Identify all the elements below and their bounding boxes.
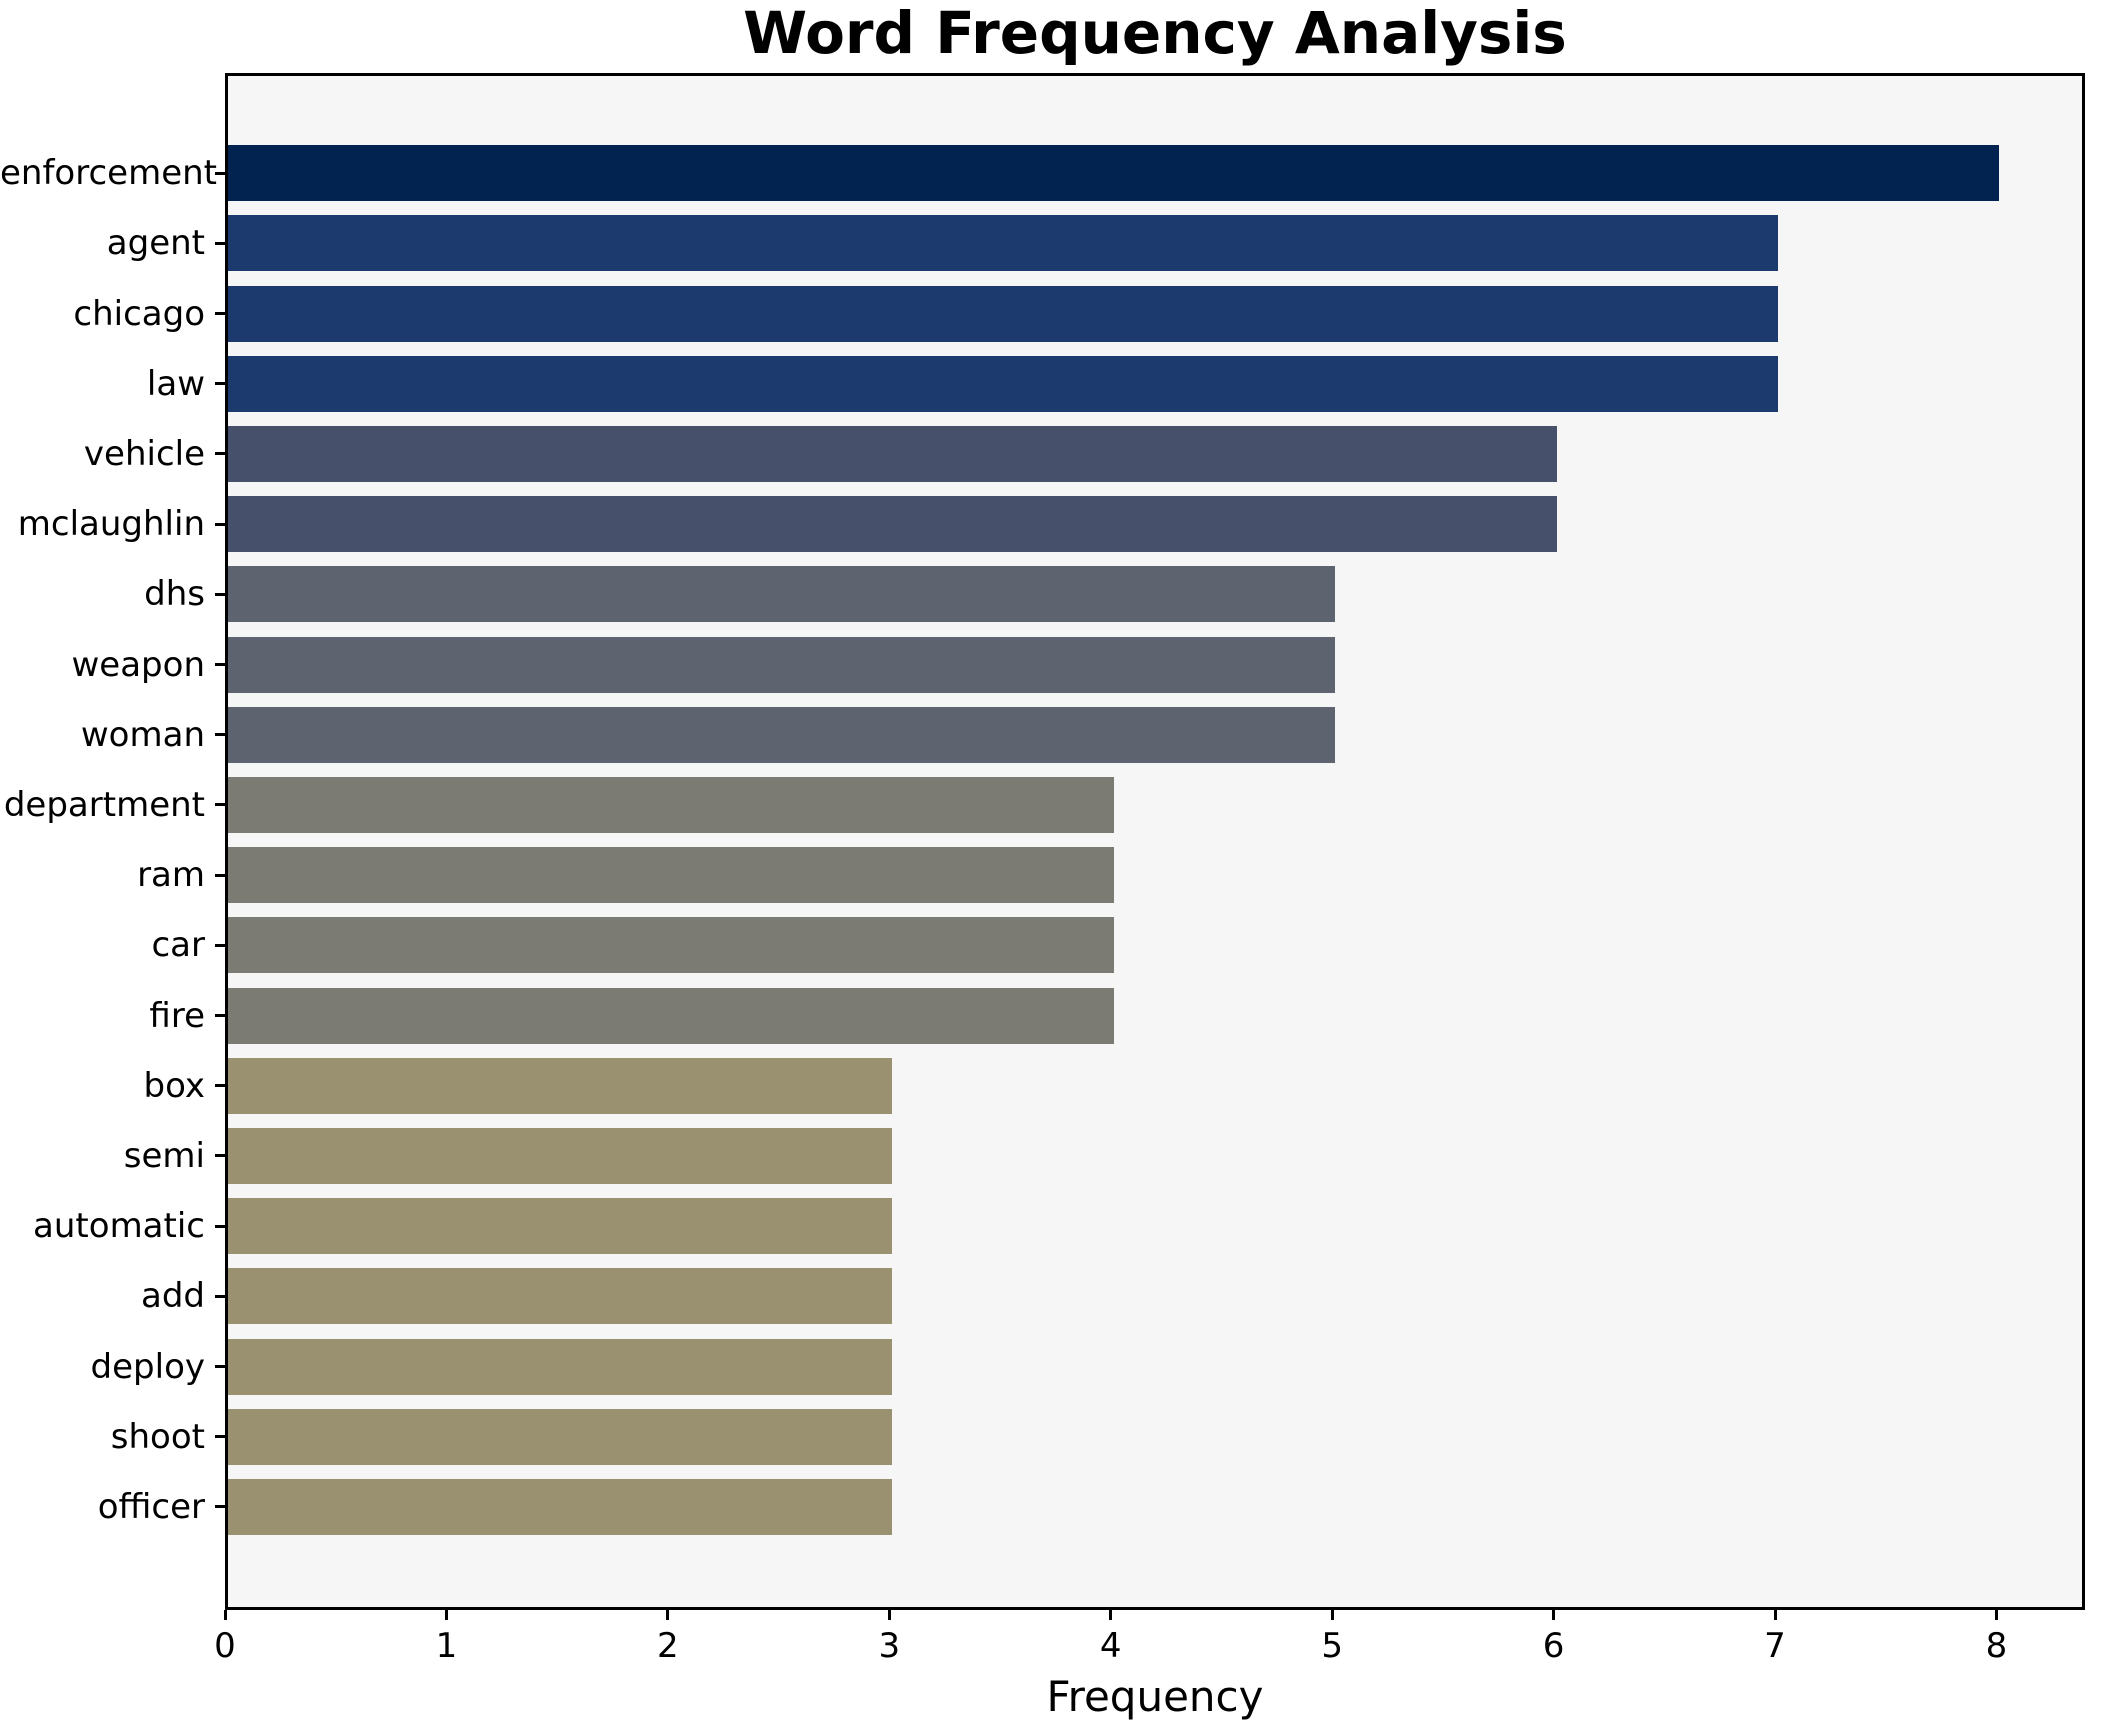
x-tick-mark [1109, 1610, 1113, 1620]
y-tick-mark [215, 1154, 225, 1158]
y-tick-mark [215, 1435, 225, 1439]
y-tick-mark [215, 452, 225, 456]
y-tick-label: law [146, 363, 205, 404]
y-tick-mark [215, 382, 225, 386]
y-tick-mark [215, 1294, 225, 1298]
y-tick-label: deploy [90, 1346, 205, 1387]
bar [228, 1057, 893, 1114]
y-tick-label: ram [137, 855, 205, 896]
y-tick-label: add [141, 1276, 205, 1317]
x-tick-mark [1994, 1610, 1998, 1620]
y-tick-label: shoot [110, 1416, 205, 1457]
bar [228, 847, 1114, 904]
x-tick-mark [666, 1610, 670, 1620]
bar [228, 636, 1336, 693]
bar [228, 355, 1778, 412]
y-tick-mark [215, 1365, 225, 1368]
y-tick-label: vehicle [83, 433, 205, 474]
bar [228, 917, 1114, 974]
y-tick-mark [215, 803, 225, 807]
bar [228, 1268, 893, 1325]
y-tick-mark [215, 663, 225, 666]
y-tick-label: weapon [71, 644, 206, 685]
y-tick-mark [215, 1084, 225, 1088]
bar [228, 1408, 893, 1465]
bar [228, 496, 1557, 553]
x-tick-mark [223, 1610, 227, 1620]
bar [228, 1338, 893, 1395]
y-tick-label: agent [106, 223, 205, 264]
y-tick-mark [215, 733, 225, 737]
y-tick-mark [215, 943, 225, 947]
bar [228, 285, 1778, 342]
bar [228, 425, 1557, 482]
x-tick-label: 5 [1321, 1626, 1343, 1666]
y-tick-label: fire [149, 995, 205, 1036]
bar [228, 1198, 893, 1255]
x-tick-mark [887, 1610, 891, 1620]
x-tick-label: 0 [214, 1626, 236, 1666]
x-tick-label: 7 [1764, 1626, 1786, 1666]
y-tick-label: chicago [73, 293, 205, 334]
plot-area [225, 73, 2085, 1610]
x-tick-label: 3 [878, 1626, 901, 1666]
y-tick-label: woman [80, 714, 205, 755]
bar [228, 987, 1114, 1044]
x-tick-mark [444, 1610, 448, 1620]
y-tick-mark [215, 522, 225, 526]
y-tick-mark [215, 241, 225, 245]
x-tick-mark [1330, 1610, 1334, 1620]
y-tick-mark [215, 312, 225, 315]
y-tick-label: car [151, 925, 205, 966]
x-axis-label: Frequency [1046, 1672, 1264, 1721]
y-tick-label: department [3, 784, 205, 825]
bar [228, 145, 2000, 202]
bar [228, 566, 1336, 623]
bar [228, 215, 1778, 272]
y-tick-mark [215, 1014, 225, 1017]
x-tick-mark [1773, 1610, 1777, 1620]
x-tick-label: 4 [1099, 1626, 1122, 1666]
x-tick-label: 6 [1542, 1626, 1565, 1666]
y-tick-mark [215, 171, 225, 175]
x-tick-label: 1 [435, 1626, 458, 1666]
bar [228, 1127, 893, 1184]
bar [228, 776, 1114, 833]
y-tick-label: box [143, 1065, 205, 1106]
y-tick-mark [215, 1505, 225, 1509]
y-tick-mark [215, 873, 225, 877]
y-tick-label: enforcement [0, 153, 217, 194]
y-tick-mark [215, 592, 225, 596]
bar [228, 706, 1336, 763]
y-tick-label: dhs [144, 574, 205, 615]
bar [228, 1478, 893, 1535]
x-tick-mark [1552, 1610, 1556, 1620]
x-tick-label: 8 [1985, 1626, 2008, 1666]
chart-title: Word Frequency Analysis [743, 0, 1567, 67]
y-tick-label: officer [97, 1486, 205, 1527]
y-tick-label: mclaughlin [17, 504, 205, 545]
y-tick-label: automatic [33, 1206, 205, 1247]
y-tick-label: semi [123, 1135, 205, 1176]
y-tick-mark [215, 1224, 225, 1228]
x-tick-label: 2 [657, 1626, 679, 1666]
